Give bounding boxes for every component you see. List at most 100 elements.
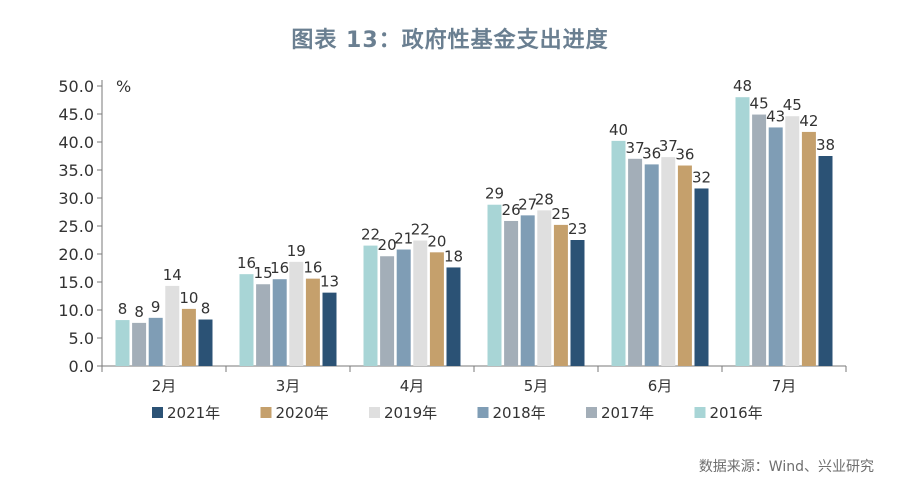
x-tick-label: 2月 (152, 377, 177, 395)
bar (305, 278, 320, 366)
bar (256, 284, 271, 366)
y-tick-label: 45.0 (58, 105, 94, 124)
bar (289, 261, 304, 366)
bar (553, 224, 568, 366)
bar (239, 274, 254, 366)
bar (115, 320, 130, 366)
bar (504, 220, 519, 366)
bar (768, 127, 783, 366)
data-label: 13 (320, 273, 339, 291)
data-label: 37 (626, 139, 645, 157)
data-label: 32 (692, 168, 711, 186)
bar (429, 252, 444, 366)
y-tick-label: 15.0 (58, 273, 94, 292)
bar (785, 116, 800, 367)
x-tick-label: 7月 (772, 377, 797, 395)
legend-label: 2017年 (601, 404, 654, 422)
y-tick-label: 5.0 (69, 329, 94, 348)
bar (396, 249, 411, 366)
x-tick-label: 5月 (524, 377, 549, 395)
y-axis: 0.0 5.0 10.0 15.0 20.0 25.0 30.0 35.0 40.0 45.0 50… (58, 77, 131, 376)
data-label: 20 (378, 236, 397, 254)
bar (363, 245, 378, 366)
data-label: 45 (750, 95, 769, 113)
bar (644, 164, 659, 366)
bar (570, 240, 585, 366)
data-label: 18 (444, 247, 463, 265)
data-label: 40 (609, 121, 628, 139)
data-label: 9 (151, 298, 161, 316)
y-unit-label: % (116, 77, 131, 96)
bar (677, 165, 692, 366)
chart-title: 图表 13：政府性基金支出进度 (291, 28, 609, 53)
legend-label: 2020年 (276, 404, 329, 422)
y-tick-label: 40.0 (58, 133, 94, 152)
x-tick-label: 6月 (648, 377, 673, 395)
data-labels: 8 8 91410816151619161322202122201829262728… (118, 77, 835, 321)
data-label: 10 (179, 289, 198, 307)
y-tick-label: 10.0 (58, 301, 94, 320)
bar (380, 256, 395, 366)
legend-swatch (260, 407, 272, 418)
bar (165, 285, 180, 366)
bar (198, 319, 213, 366)
bar (272, 279, 287, 366)
legend: 2021年 2020年 2019年 2018年 2017年 2016年 (152, 404, 763, 422)
data-label: 37 (659, 137, 678, 155)
data-label: 26 (502, 201, 521, 219)
data-label: 27 (518, 195, 537, 213)
data-label: 36 (675, 146, 694, 164)
data-label: 22 (361, 226, 380, 244)
legend-label: 2021年 (167, 404, 220, 422)
data-label: 45 (783, 96, 802, 114)
x-tick-label: 3月 (276, 377, 301, 395)
y-tick-label: 0.0 (69, 357, 94, 376)
legend-label: 2018年 (493, 404, 546, 422)
data-label: 22 (411, 221, 430, 239)
source-note: 数据来源：Wind、兴业研究 (698, 459, 874, 475)
bar (446, 267, 461, 366)
data-label: 19 (287, 242, 306, 260)
y-tick-label: 30.0 (58, 189, 94, 208)
bar (661, 157, 676, 366)
bar (487, 204, 502, 366)
data-label: 8 (201, 300, 211, 318)
data-label: 48 (733, 77, 752, 95)
data-label: 43 (766, 107, 785, 125)
bar (752, 114, 767, 366)
bar (322, 292, 337, 366)
bar (520, 215, 535, 366)
legend-swatch (369, 407, 380, 418)
data-label: 36 (642, 144, 661, 162)
data-label: 16 (270, 259, 289, 277)
y-tick-label: 20.0 (58, 245, 94, 264)
y-tick-label: 50.0 (58, 77, 94, 96)
data-label: 38 (816, 136, 835, 154)
bar (611, 140, 626, 366)
bar (413, 240, 428, 366)
data-label: 20 (427, 232, 446, 250)
legend-swatch (477, 407, 489, 418)
legend-label: 2019年 (384, 404, 437, 422)
bar (735, 97, 750, 366)
bar (818, 156, 833, 366)
bars (115, 97, 833, 367)
data-label: 42 (799, 112, 818, 130)
legend-swatch (694, 407, 706, 418)
bar (628, 158, 643, 366)
data-label: 28 (535, 190, 554, 208)
data-label: 8 (118, 300, 128, 318)
data-label: 25 (551, 205, 570, 223)
data-label: 14 (163, 266, 182, 284)
y-tick-label: 25.0 (58, 217, 94, 236)
data-label: 8 (134, 303, 144, 321)
data-label: 15 (254, 264, 273, 282)
y-tick-label: 35.0 (58, 161, 94, 180)
data-label: 16 (303, 259, 322, 277)
bar (537, 210, 552, 366)
bar (132, 322, 147, 366)
bar (148, 317, 163, 366)
data-label: 29 (485, 185, 504, 203)
data-label: 21 (394, 230, 413, 248)
